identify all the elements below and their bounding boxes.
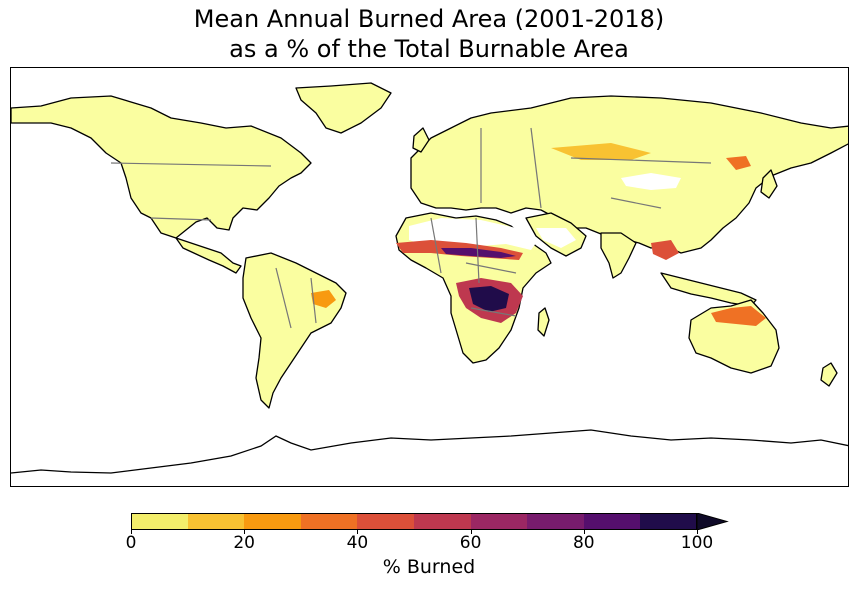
colorbar-tick-mark — [357, 530, 359, 534]
colorbar-segment — [583, 513, 641, 530]
colorbar-segment — [527, 513, 584, 530]
manchuria-burn — [726, 156, 751, 170]
southern-africa-burn-core — [469, 286, 509, 312]
se-asia-burn — [651, 240, 679, 260]
colorbar-tick-mark — [131, 530, 132, 534]
landmass-north-america — [11, 95, 312, 239]
colorbar — [131, 513, 697, 530]
south-america-burn — [311, 290, 336, 308]
map-title: Mean Annual Burned Area (2001-2018) as a… — [0, 4, 858, 64]
world-map — [10, 67, 849, 487]
landmass-madagascar — [537, 307, 550, 337]
colorbar-segment — [300, 513, 358, 530]
colorbar-segment — [414, 513, 471, 530]
landmass-british-isles — [412, 127, 430, 153]
antarctica-coastline — [11, 429, 848, 474]
landmass-central-america — [175, 237, 242, 274]
gobi-unburnable — [621, 173, 681, 190]
landmass-southeast-asia — [660, 272, 757, 307]
colorbar-segment — [640, 513, 697, 530]
landmass-japan — [760, 169, 778, 199]
colorbar-tick-label: 20 — [233, 533, 255, 553]
colorbar-tick-label: 40 — [346, 533, 369, 553]
landmass-greenland — [295, 82, 392, 134]
burn-hotspots — [311, 143, 766, 326]
landmass-south-america — [242, 252, 347, 409]
arabia-unburnable — [536, 228, 576, 248]
australia-north-burn — [711, 306, 766, 326]
colorbar-tick-label: 60 — [459, 533, 482, 553]
colorbar-label: % Burned — [382, 556, 476, 578]
landmass-india — [600, 232, 637, 279]
colorbar-tick-mark — [697, 530, 698, 534]
colorbar-segment — [131, 513, 188, 530]
title-line-1: Mean Annual Burned Area (2001-2018) — [193, 5, 665, 33]
colorbar-segment — [187, 513, 245, 530]
title-line-2: as a % of the Total Burnable Area — [229, 35, 629, 63]
colorbar-extend-arrow — [697, 513, 729, 530]
colorbar-segment — [470, 513, 528, 530]
landmass-new-zealand — [820, 362, 838, 387]
colorbar-tick-mark — [244, 530, 246, 534]
colorbar-tick-label: 0 — [125, 533, 137, 553]
colorbar-tick-mark — [583, 530, 585, 534]
colorbar-segment — [244, 513, 301, 530]
colorbar-tick-mark — [470, 530, 472, 534]
colorbar-segment — [357, 513, 414, 530]
landmass-eurasia — [410, 95, 848, 254]
siberia-burn — [551, 143, 651, 160]
colorbar-tick-label: 80 — [572, 533, 595, 553]
colorbar-tick-label: 100 — [680, 533, 714, 553]
sahel-burn-core — [441, 248, 516, 258]
country-borders — [110, 127, 712, 329]
world-map-svg — [11, 82, 848, 474]
